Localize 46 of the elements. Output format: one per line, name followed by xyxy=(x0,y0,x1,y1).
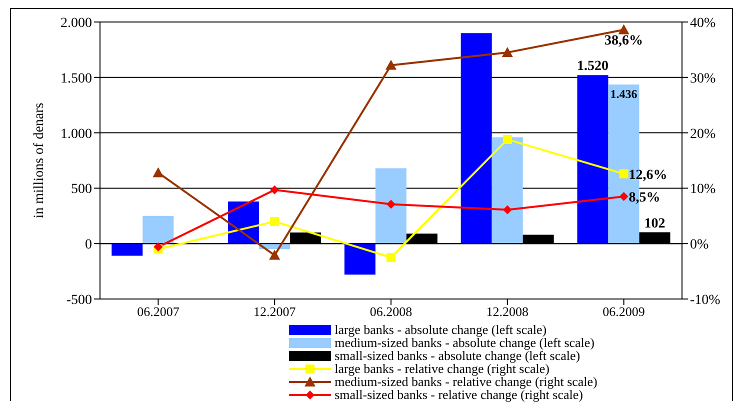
x-tick-label: 12.2007 xyxy=(253,304,296,320)
y-tick-label: 0 xyxy=(85,238,92,253)
data-label: 102 xyxy=(644,216,666,232)
bar xyxy=(344,244,376,275)
point xyxy=(386,252,396,262)
x-tick-label: 06.2009 xyxy=(602,304,645,320)
x-tick-label: 12.2008 xyxy=(486,304,529,320)
y2-tick-label: 20% xyxy=(690,126,716,142)
point xyxy=(502,205,512,214)
legend-label: large banks - absolute change (left scale) xyxy=(334,322,547,337)
point xyxy=(270,185,280,194)
point xyxy=(619,169,628,178)
y2-tick-label: 30% xyxy=(690,71,716,86)
point xyxy=(502,46,513,57)
bar xyxy=(492,137,523,244)
y2-tick-label: -10% xyxy=(690,292,721,308)
bar xyxy=(112,244,143,256)
y-tick-label: 2.000 xyxy=(60,16,92,31)
bar xyxy=(577,75,608,244)
point xyxy=(152,167,164,178)
data-label: 12,6% xyxy=(628,168,668,183)
y-tick-label: 1.500 xyxy=(60,71,92,86)
point xyxy=(618,24,630,34)
point xyxy=(386,60,396,70)
x-tick-label: 06.2007 xyxy=(137,304,180,320)
point xyxy=(502,134,512,144)
y-tick-label: 500 xyxy=(71,182,92,198)
point xyxy=(619,192,628,202)
x-tick-label: 06.2008 xyxy=(370,304,412,320)
data-label: 8,5% xyxy=(628,190,660,206)
y2-tick-label: 0% xyxy=(690,238,709,253)
y2-tick-label: 10% xyxy=(690,182,716,198)
point xyxy=(269,250,280,260)
bar xyxy=(375,168,406,244)
point xyxy=(386,200,396,209)
y-axis-title: in millions of denars xyxy=(32,102,47,218)
bar xyxy=(142,216,174,244)
y2-tick-label: 40% xyxy=(690,16,716,31)
y-tick-label: -500 xyxy=(66,292,92,308)
point xyxy=(154,242,163,252)
data-label: 1.436 xyxy=(610,87,638,102)
bar xyxy=(460,33,492,244)
point xyxy=(270,216,280,226)
data-label: 1.520 xyxy=(576,59,608,74)
data-label: 38,6% xyxy=(604,34,644,49)
y-tick-label: 1.000 xyxy=(60,126,92,142)
